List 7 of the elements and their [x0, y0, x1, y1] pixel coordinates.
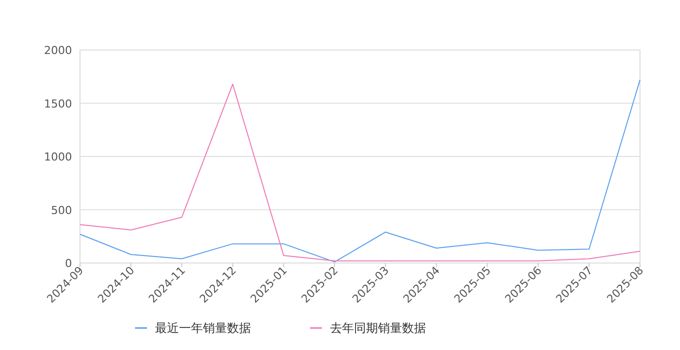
legend-label: 最近一年销量数据: [155, 321, 251, 335]
y-tick-label: 500: [51, 204, 72, 217]
y-tick-label: 1500: [44, 97, 72, 110]
y-tick-label: 1000: [44, 150, 72, 164]
legend-label: 去年同期销量数据: [330, 321, 426, 335]
y-tick-label: 0: [65, 257, 72, 270]
y-tick-label: 2000: [44, 44, 72, 57]
